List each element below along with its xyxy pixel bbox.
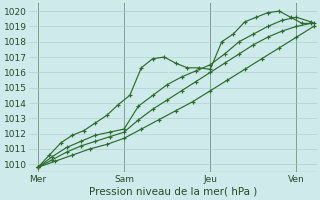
X-axis label: Pression niveau de la mer( hPa ): Pression niveau de la mer( hPa ) (89, 187, 257, 197)
